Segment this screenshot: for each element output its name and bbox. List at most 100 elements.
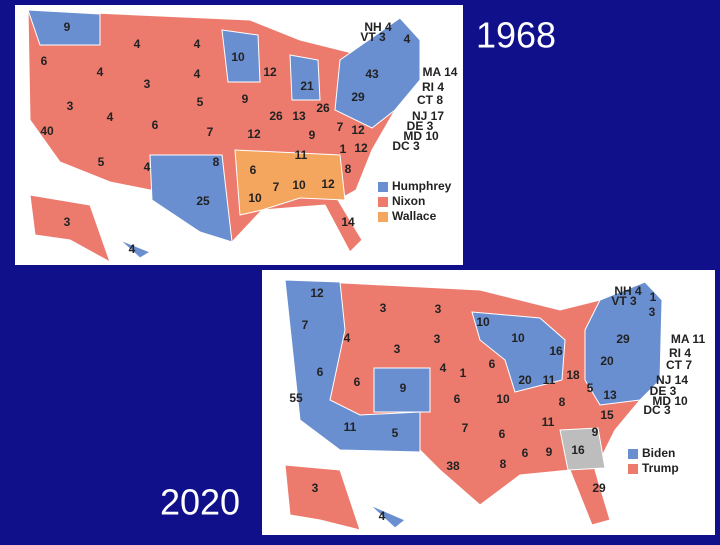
legend-label: Wallace <box>392 209 437 223</box>
state-label: 6 <box>354 375 361 389</box>
state-label: DE 3 <box>650 384 677 398</box>
state-label: 10 <box>248 191 262 205</box>
state-label: MD 10 <box>403 129 439 143</box>
state-label: 16 <box>549 344 563 358</box>
state-label: 10 <box>231 50 245 64</box>
state-label: 3 <box>649 305 656 319</box>
state-label: 9 <box>546 445 553 459</box>
state-label: 5 <box>197 95 204 109</box>
state-label: 12 <box>354 141 368 155</box>
state-label: 9 <box>400 381 407 395</box>
state-label: 12 <box>310 286 324 300</box>
state-label: 7 <box>207 125 214 139</box>
state-label: 8 <box>345 162 352 176</box>
state-label: 11 <box>295 148 308 162</box>
state-label: 25 <box>196 194 210 208</box>
state-label: 4 <box>440 361 447 375</box>
legend-label: Humphrey <box>392 179 452 193</box>
state-label: 9 <box>64 20 71 34</box>
state-region <box>289 54 321 101</box>
state-region <box>119 239 152 259</box>
state-label: 11 <box>543 373 556 387</box>
state-label: 3 <box>144 77 151 91</box>
state-label: 4 <box>107 110 114 124</box>
state-label: 3 <box>64 215 71 229</box>
state-label: 10 <box>511 331 525 345</box>
state-label: 6 <box>152 118 159 132</box>
state-label: 3 <box>434 332 441 346</box>
state-label: 6 <box>317 365 324 379</box>
state-label: VT 3 <box>611 294 637 308</box>
state-label: 4 <box>344 331 351 345</box>
state-label: 7 <box>273 180 280 194</box>
state-label: 5 <box>587 381 594 395</box>
state-label: RI 4 <box>669 346 691 360</box>
state-label: 4 <box>129 242 136 256</box>
state-region <box>284 464 361 531</box>
state-label: 26 <box>316 101 330 115</box>
state-label: 10 <box>292 178 306 192</box>
state-label: 3 <box>380 301 387 315</box>
state-label: 4 <box>379 509 386 523</box>
state-label: CT 8 <box>417 93 443 107</box>
state-label: 15 <box>600 408 614 422</box>
state-label: DC 3 <box>643 403 671 417</box>
legend-label: Biden <box>642 446 675 460</box>
state-label: DE 3 <box>407 119 434 133</box>
state-label: 4 <box>404 32 411 46</box>
state-label: 3 <box>394 342 401 356</box>
state-label: RI 4 <box>422 80 444 94</box>
state-label: VT 3 <box>360 30 386 44</box>
state-label: 12 <box>321 177 335 191</box>
state-label: 6 <box>522 446 529 460</box>
state-label: 3 <box>312 481 319 495</box>
state-label: MD 10 <box>652 394 688 408</box>
state-label: 9 <box>592 425 599 439</box>
state-region <box>29 194 111 264</box>
state-label: 10 <box>476 315 490 329</box>
state-region <box>373 367 431 413</box>
state-label: 13 <box>292 109 306 123</box>
state-label: 8 <box>213 155 220 169</box>
state-label: 1 <box>650 290 657 304</box>
state-label: 11 <box>344 420 357 434</box>
state-region <box>221 29 261 83</box>
legend-swatch <box>628 464 638 474</box>
state-label: 7 <box>337 120 344 134</box>
state-label: 29 <box>351 90 365 104</box>
legend-swatch <box>628 449 638 459</box>
state-region <box>149 154 233 243</box>
state-label: 8 <box>559 395 566 409</box>
state-label: 4 <box>134 37 141 51</box>
state-label: 12 <box>263 65 277 79</box>
state-label: 20 <box>600 354 614 368</box>
state-label: 18 <box>566 368 580 382</box>
state-label: 7 <box>302 318 309 332</box>
state-label: 8 <box>500 457 507 471</box>
state-region <box>471 311 566 393</box>
legend-swatch <box>378 212 388 222</box>
state-region <box>369 504 406 529</box>
state-label: 6 <box>250 163 257 177</box>
state-label: 3 <box>435 302 442 316</box>
state-label: 6 <box>489 357 496 371</box>
state-label: 13 <box>603 388 617 402</box>
legend-label: Trump <box>642 461 679 475</box>
year-title: 1968 <box>476 15 556 56</box>
state-region <box>559 427 606 471</box>
state-region <box>584 281 663 406</box>
state-label: 3 <box>67 99 74 113</box>
state-label: MA 11 <box>671 332 706 346</box>
state-label: 20 <box>518 373 532 387</box>
state-label: 6 <box>499 427 506 441</box>
legend-label: Nixon <box>392 194 425 208</box>
state-label: 38 <box>446 459 460 473</box>
state-label: 4 <box>97 65 104 79</box>
state-label: 29 <box>592 481 606 495</box>
state-label: 21 <box>300 79 314 93</box>
state-label: NJ 17 <box>412 109 444 123</box>
state-label: 11 <box>542 415 555 429</box>
state-label: 7 <box>462 421 469 435</box>
state-label: 29 <box>616 332 630 346</box>
